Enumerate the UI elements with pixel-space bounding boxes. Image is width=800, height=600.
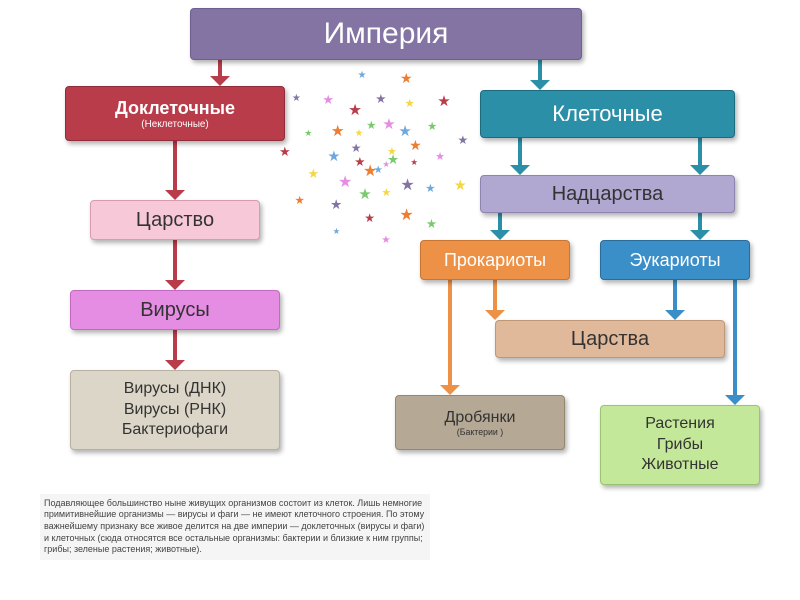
node-label: Прокариоты [444, 250, 546, 271]
star-icon: ★ [435, 150, 445, 163]
node-label: Вирусы (ДНК) Вирусы (РНК) Бактериофаги [122, 379, 228, 441]
node-label: Империя [324, 17, 449, 51]
star-icon: ★ [292, 93, 301, 104]
node-cellular: Клеточные [480, 90, 735, 138]
node-label: Доклеточные [115, 98, 235, 119]
star-icon: ★ [327, 149, 340, 165]
star-icon: ★ [399, 205, 413, 225]
star-icon: ★ [437, 93, 450, 110]
star-icon: ★ [304, 128, 312, 139]
node-label: Растения Грибы Животные [641, 414, 718, 476]
star-icon: ★ [333, 226, 341, 237]
star-icon: ★ [351, 141, 362, 155]
star-icon: ★ [330, 197, 342, 213]
node-eukaryotes: Эукариоты [600, 240, 750, 280]
node-label: Надцарства [552, 183, 664, 206]
star-icon: ★ [375, 91, 386, 106]
node-empire: Империя [190, 8, 582, 60]
star-icon: ★ [382, 159, 389, 169]
decorative-stars: ★★★★★★★★★★★★★★★★★★★★★★★★★★★★★★★★★★★★★★★★… [290, 60, 460, 230]
star-icon: ★ [381, 234, 390, 246]
node-drobyanki: Дробянки(Бактерии ) [395, 395, 565, 450]
star-icon: ★ [409, 137, 421, 154]
node-plants: Растения Грибы Животные [600, 405, 760, 485]
node-superkingdom: Надцарства [480, 175, 735, 213]
star-icon: ★ [358, 70, 367, 81]
star-icon: ★ [454, 178, 467, 194]
node-kingdoms_right: Царства [495, 320, 725, 358]
star-icon: ★ [400, 70, 413, 87]
node-label: Вирусы [140, 299, 210, 322]
star-icon: ★ [331, 122, 345, 141]
star-icon: ★ [400, 175, 414, 195]
star-icon: ★ [381, 186, 391, 199]
node-sublabel: (Бактерии ) [457, 427, 503, 437]
star-icon: ★ [427, 119, 437, 133]
node-prokaryotes: Прокариоты [420, 240, 570, 280]
footer-text: Подавляющее большинство ныне живущих орг… [40, 494, 430, 560]
star-icon: ★ [425, 182, 435, 195]
node-label: Царство [136, 209, 214, 232]
node-viruses: Вирусы [70, 290, 280, 330]
node-viruses_list: Вирусы (ДНК) Вирусы (РНК) Бактериофаги [70, 370, 280, 450]
node-label: Дробянки [445, 409, 516, 427]
star-icon: ★ [279, 144, 290, 160]
star-icon: ★ [322, 92, 334, 108]
star-icon: ★ [426, 216, 437, 231]
star-icon: ★ [338, 172, 352, 192]
star-icon: ★ [308, 166, 319, 182]
node-precellular: Доклеточные(Неклеточные) [65, 86, 285, 141]
star-icon: ★ [348, 101, 362, 120]
node-label: Царства [571, 328, 649, 351]
star-icon: ★ [358, 185, 371, 203]
star-icon: ★ [355, 128, 363, 139]
star-icon: ★ [457, 133, 468, 147]
node-label: Клеточные [552, 101, 662, 127]
star-icon: ★ [295, 193, 306, 207]
star-icon: ★ [354, 154, 365, 169]
star-icon: ★ [382, 115, 396, 133]
star-icon: ★ [366, 118, 376, 132]
node-sublabel: (Неклеточные) [141, 119, 208, 130]
star-icon: ★ [364, 211, 375, 225]
node-label: Эукариоты [629, 250, 720, 271]
node-kingdom_left: Царство [90, 200, 260, 240]
star-icon: ★ [410, 157, 418, 168]
star-icon: ★ [405, 97, 415, 110]
